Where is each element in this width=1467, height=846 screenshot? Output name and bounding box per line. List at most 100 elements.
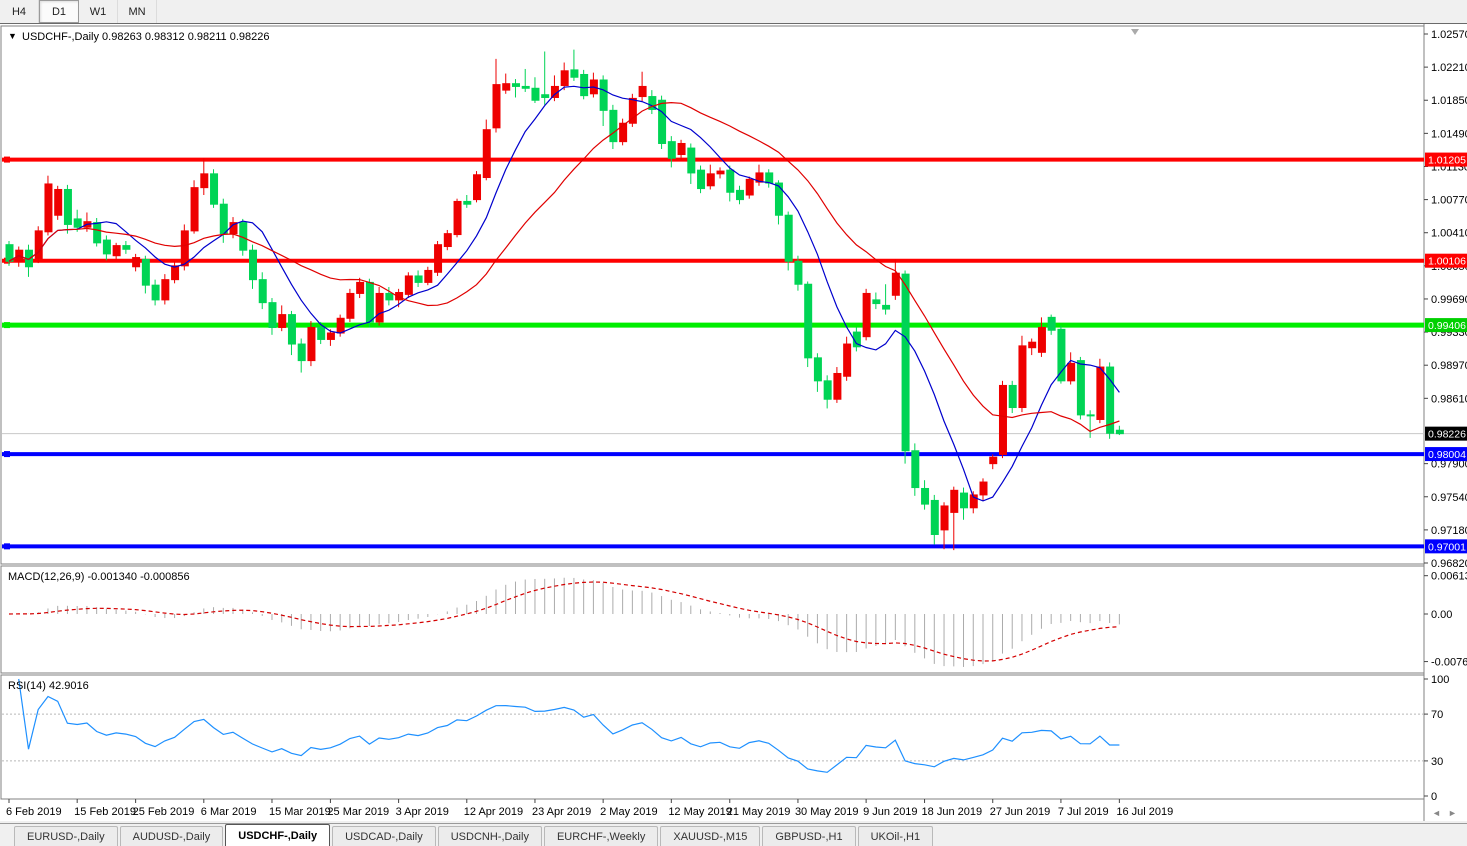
chart-shift-marker-icon[interactable]	[1131, 29, 1139, 35]
candle-body	[1067, 362, 1076, 382]
chart-tab-audusd[interactable]: AUDUSD-,Daily	[119, 826, 224, 846]
rsi-title: RSI(14) 42.9016	[8, 680, 89, 692]
chart-tab-eurchf[interactable]: EURCHF-,Weekly	[543, 826, 659, 846]
candle-body	[531, 87, 540, 101]
chart-background	[0, 24, 1467, 824]
candle-body	[687, 147, 696, 174]
date-tick-label: 9 Jun 2019	[863, 806, 917, 818]
candle-body	[765, 172, 774, 184]
price-tick-label: 0.97180	[1431, 525, 1467, 537]
candle-body	[1076, 360, 1085, 416]
candle-body	[287, 314, 296, 345]
chart-tab-xauusd[interactable]: XAUUSD-,M15	[660, 826, 761, 846]
candle-body	[648, 96, 657, 110]
candle-body	[190, 187, 199, 232]
candle-body	[200, 173, 209, 189]
candle-body	[560, 70, 569, 87]
candle-body	[794, 260, 803, 285]
chart-tab-usdcad[interactable]: USDCAD-,Daily	[332, 826, 436, 846]
scroll-left-icon[interactable]: ◄	[1432, 808, 1441, 818]
timeframe-toolbar: H4 D1 W1 MN	[0, 0, 1467, 24]
candle-body	[1096, 366, 1105, 420]
date-tick-label: 12 Apr 2019	[464, 806, 523, 818]
candle-body	[521, 85, 530, 89]
chart-tab-eurusd[interactable]: EURUSD-,Daily	[14, 826, 118, 846]
candle-body	[969, 494, 978, 509]
candle-body	[102, 239, 111, 255]
price-badge-label: 1.00106	[1428, 256, 1466, 268]
candle-body	[326, 332, 335, 340]
candle-body	[1037, 326, 1046, 353]
rsi-line	[18, 678, 1120, 773]
price-badge	[1425, 447, 1467, 462]
date-tick-label: 6 Feb 2019	[6, 806, 62, 818]
scroll-right-icon[interactable]: ►	[1448, 808, 1457, 818]
price-tick-label: 1.02570	[1431, 29, 1467, 41]
candle-body	[1047, 316, 1056, 331]
candle-body	[628, 97, 637, 124]
candle-body	[891, 272, 900, 296]
macd-axis-label: 0.00613	[1431, 571, 1467, 583]
line-drag-handle[interactable]	[4, 156, 10, 163]
price-badge	[1425, 152, 1467, 167]
price-tick-label: 1.01490	[1431, 128, 1467, 140]
candle-body	[63, 188, 72, 225]
macd-axis-label: -0.007612	[1431, 657, 1467, 669]
date-tick-label: 2 May 2019	[600, 806, 657, 818]
chart-tab-gbpusd[interactable]: GBPUSD-,H1	[762, 826, 856, 846]
price-badge	[1425, 253, 1467, 268]
chart-tab-ukoil[interactable]: UKOil-,H1	[857, 826, 934, 846]
macd-title: MACD(12,26,9) -0.001340 -0.000856	[8, 571, 190, 583]
price-badge-label: 0.97001	[1428, 541, 1466, 553]
candle-body	[219, 203, 228, 235]
candle-body	[161, 279, 170, 301]
candle-body	[823, 380, 832, 400]
chart-window: 1.02570 1.02210 1.01850 1.01490 1.01130 1.007…	[0, 23, 1467, 824]
timeframe-button-h4[interactable]: H4	[0, 0, 39, 23]
price-tick-label: 0.98610	[1431, 393, 1467, 405]
candle-body	[716, 170, 725, 175]
chart-collapse-icon[interactable]: ▼	[8, 31, 17, 41]
line-drag-handle[interactable]	[4, 451, 10, 458]
candle-body	[356, 281, 365, 294]
candle-body	[44, 183, 53, 233]
date-tick-label: 15 Mar 2019	[269, 806, 331, 818]
price-badge	[1425, 318, 1467, 333]
timeframe-button-w1[interactable]: W1	[79, 0, 118, 23]
candle-body	[862, 292, 871, 338]
candle-body	[930, 499, 939, 535]
price-tick-label: 0.98970	[1431, 360, 1467, 372]
candle-body	[385, 292, 394, 301]
line-drag-handle[interactable]	[4, 322, 10, 329]
date-tick-label: 6 Mar 2019	[201, 806, 257, 818]
chart-tab-usdchf[interactable]: USDCHF-,Daily	[225, 824, 331, 846]
timeframe-button-d1[interactable]: D1	[39, 0, 79, 23]
candle-body	[317, 326, 326, 340]
candle-body	[307, 326, 316, 362]
line-drag-handle[interactable]	[4, 543, 10, 550]
candle-body	[940, 505, 949, 531]
date-tick-label: 27 Jun 2019	[990, 806, 1051, 818]
candle-body	[784, 214, 793, 262]
candle-body	[706, 173, 715, 187]
candle-body	[960, 492, 969, 509]
candle-body	[736, 189, 744, 201]
date-tick-label: 7 Jul 2019	[1058, 806, 1109, 818]
date-tick-label: 23 Apr 2019	[532, 806, 591, 818]
date-tick-label: 15 Feb 2019	[74, 806, 136, 818]
macd-axis-label: 0.00	[1431, 609, 1452, 621]
chart-title: USDCHF-,Daily 0.98263 0.98312 0.98211 0.…	[22, 31, 269, 43]
price-tick-label: 0.97540	[1431, 492, 1467, 504]
price-tick-label: 1.00410	[1431, 228, 1467, 240]
timeframe-button-mn[interactable]: MN	[118, 0, 157, 23]
date-tick-label: 25 Mar 2019	[327, 806, 389, 818]
candle-body	[453, 200, 462, 236]
price-tick-label: 0.99690	[1431, 294, 1467, 306]
candle-body	[638, 85, 647, 98]
date-tick-label: 12 May 2019	[668, 806, 732, 818]
candle-body	[180, 230, 189, 267]
ma-slow-line	[8, 101, 1120, 433]
candle-body	[34, 230, 43, 259]
chart-tab-usdcnh[interactable]: USDCNH-,Daily	[437, 826, 542, 846]
rsi-axis-label: 100	[1431, 674, 1449, 686]
